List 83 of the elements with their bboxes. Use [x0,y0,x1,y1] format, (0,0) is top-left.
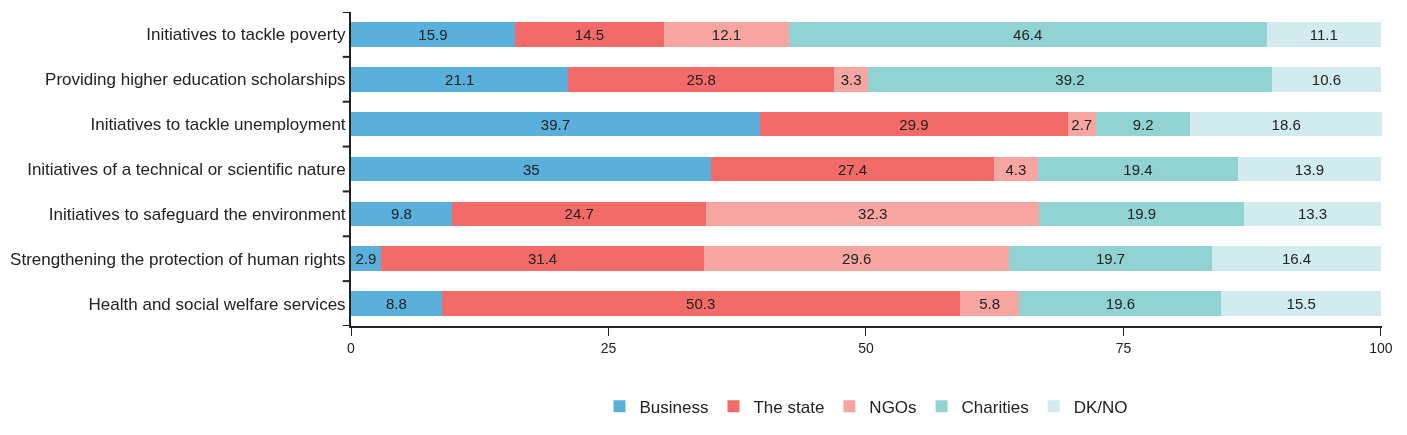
bar [351,291,442,316]
y-tick-label: Initiatives to tackle unemployment [90,115,346,135]
data-label: 4.3 [1005,160,1027,178]
data-label: 2.9 [355,250,377,268]
data-label: 9.8 [391,205,412,223]
bar [1037,156,1238,182]
y-tick-label: Strengthening the protection of human rights [10,249,346,269]
data-label: 12.1 [711,25,742,43]
bar [380,246,705,272]
bar [568,66,835,92]
bar [711,156,994,182]
bar [1095,111,1191,137]
data-label: 50.3 [686,295,716,313]
data-label: 24.7 [564,205,594,223]
y-tick-label: Initiatives to safeguard the environment [48,204,346,224]
data-label: 3.3 [840,70,862,88]
bar [1190,111,1382,137]
data-label: 25.8 [686,70,716,88]
data-label: 14.5 [574,25,605,43]
data-label: 19.4 [1123,160,1153,178]
data-label: 39.2 [1055,70,1085,88]
y-tick-label: Providing higher education scholarships [45,70,346,90]
bar [1266,22,1381,47]
data-label: 18.6 [1271,115,1301,133]
bar [704,246,1010,272]
bar [351,201,452,227]
data-label: 15.9 [418,25,448,43]
x-tick-label: 50 [858,339,874,356]
y-tick-label: Initiatives of a technical or scientific nature [27,159,346,179]
bar [759,111,1068,137]
data-label: 35 [522,160,540,178]
data-label: 19.7 [1096,250,1126,268]
data-label: 32.3 [858,205,888,223]
bar [1221,291,1381,316]
bar [1243,201,1381,227]
legend-label: Business [639,397,709,417]
bar [1237,156,1381,182]
data-label: 27.4 [837,160,868,178]
data-label: 5.8 [979,295,1001,313]
bar [706,201,1040,227]
x-tick-label: 0 [347,339,356,356]
data-label: 31.4 [527,250,558,268]
data-label: 16.4 [1281,250,1312,268]
bar [1212,246,1381,272]
data-label: 11.1 [1309,25,1338,43]
bar [1271,66,1381,92]
data-label: 8.8 [385,295,407,313]
bar [868,66,1272,92]
data-label: 29.6 [842,250,872,268]
bar [351,22,515,47]
data-label: 46.4 [1013,25,1043,43]
bar [959,291,1020,316]
bar [441,291,960,316]
data-label: 19.9 [1126,205,1157,223]
x-tick-label: 100 [1369,339,1393,356]
data-label: 21.1 [445,70,475,88]
legend-label: Charities [961,397,1029,417]
x-tick-label: 25 [600,339,617,356]
data-label: 19.6 [1105,295,1135,313]
y-tick-label: Health and social welfare services [88,294,346,314]
y-tick-label: Initiatives to tackle poverty [146,25,347,45]
data-label: 10.6 [1311,70,1341,88]
data-label: 15.5 [1286,295,1316,313]
bar [1039,201,1244,227]
data-label: 9.2 [1132,115,1154,133]
bar [351,156,712,182]
bar [351,111,760,137]
bar [351,66,569,92]
legend-label: DK/NO [1073,397,1128,417]
bar [788,22,1267,47]
legend-label: The state [753,397,825,417]
data-label: 2.7 [1071,115,1093,133]
bar [1009,246,1213,272]
legend-label: NGOs [869,397,917,417]
data-label: 29.9 [899,115,929,133]
bar [664,22,789,47]
bar [1019,291,1222,316]
data-label: 39.7 [540,115,571,133]
data-label: 13.3 [1297,205,1328,223]
data-label: 13.9 [1294,160,1324,178]
bar [451,201,707,227]
x-tick-label: 75 [1115,339,1132,356]
bar [514,22,665,47]
